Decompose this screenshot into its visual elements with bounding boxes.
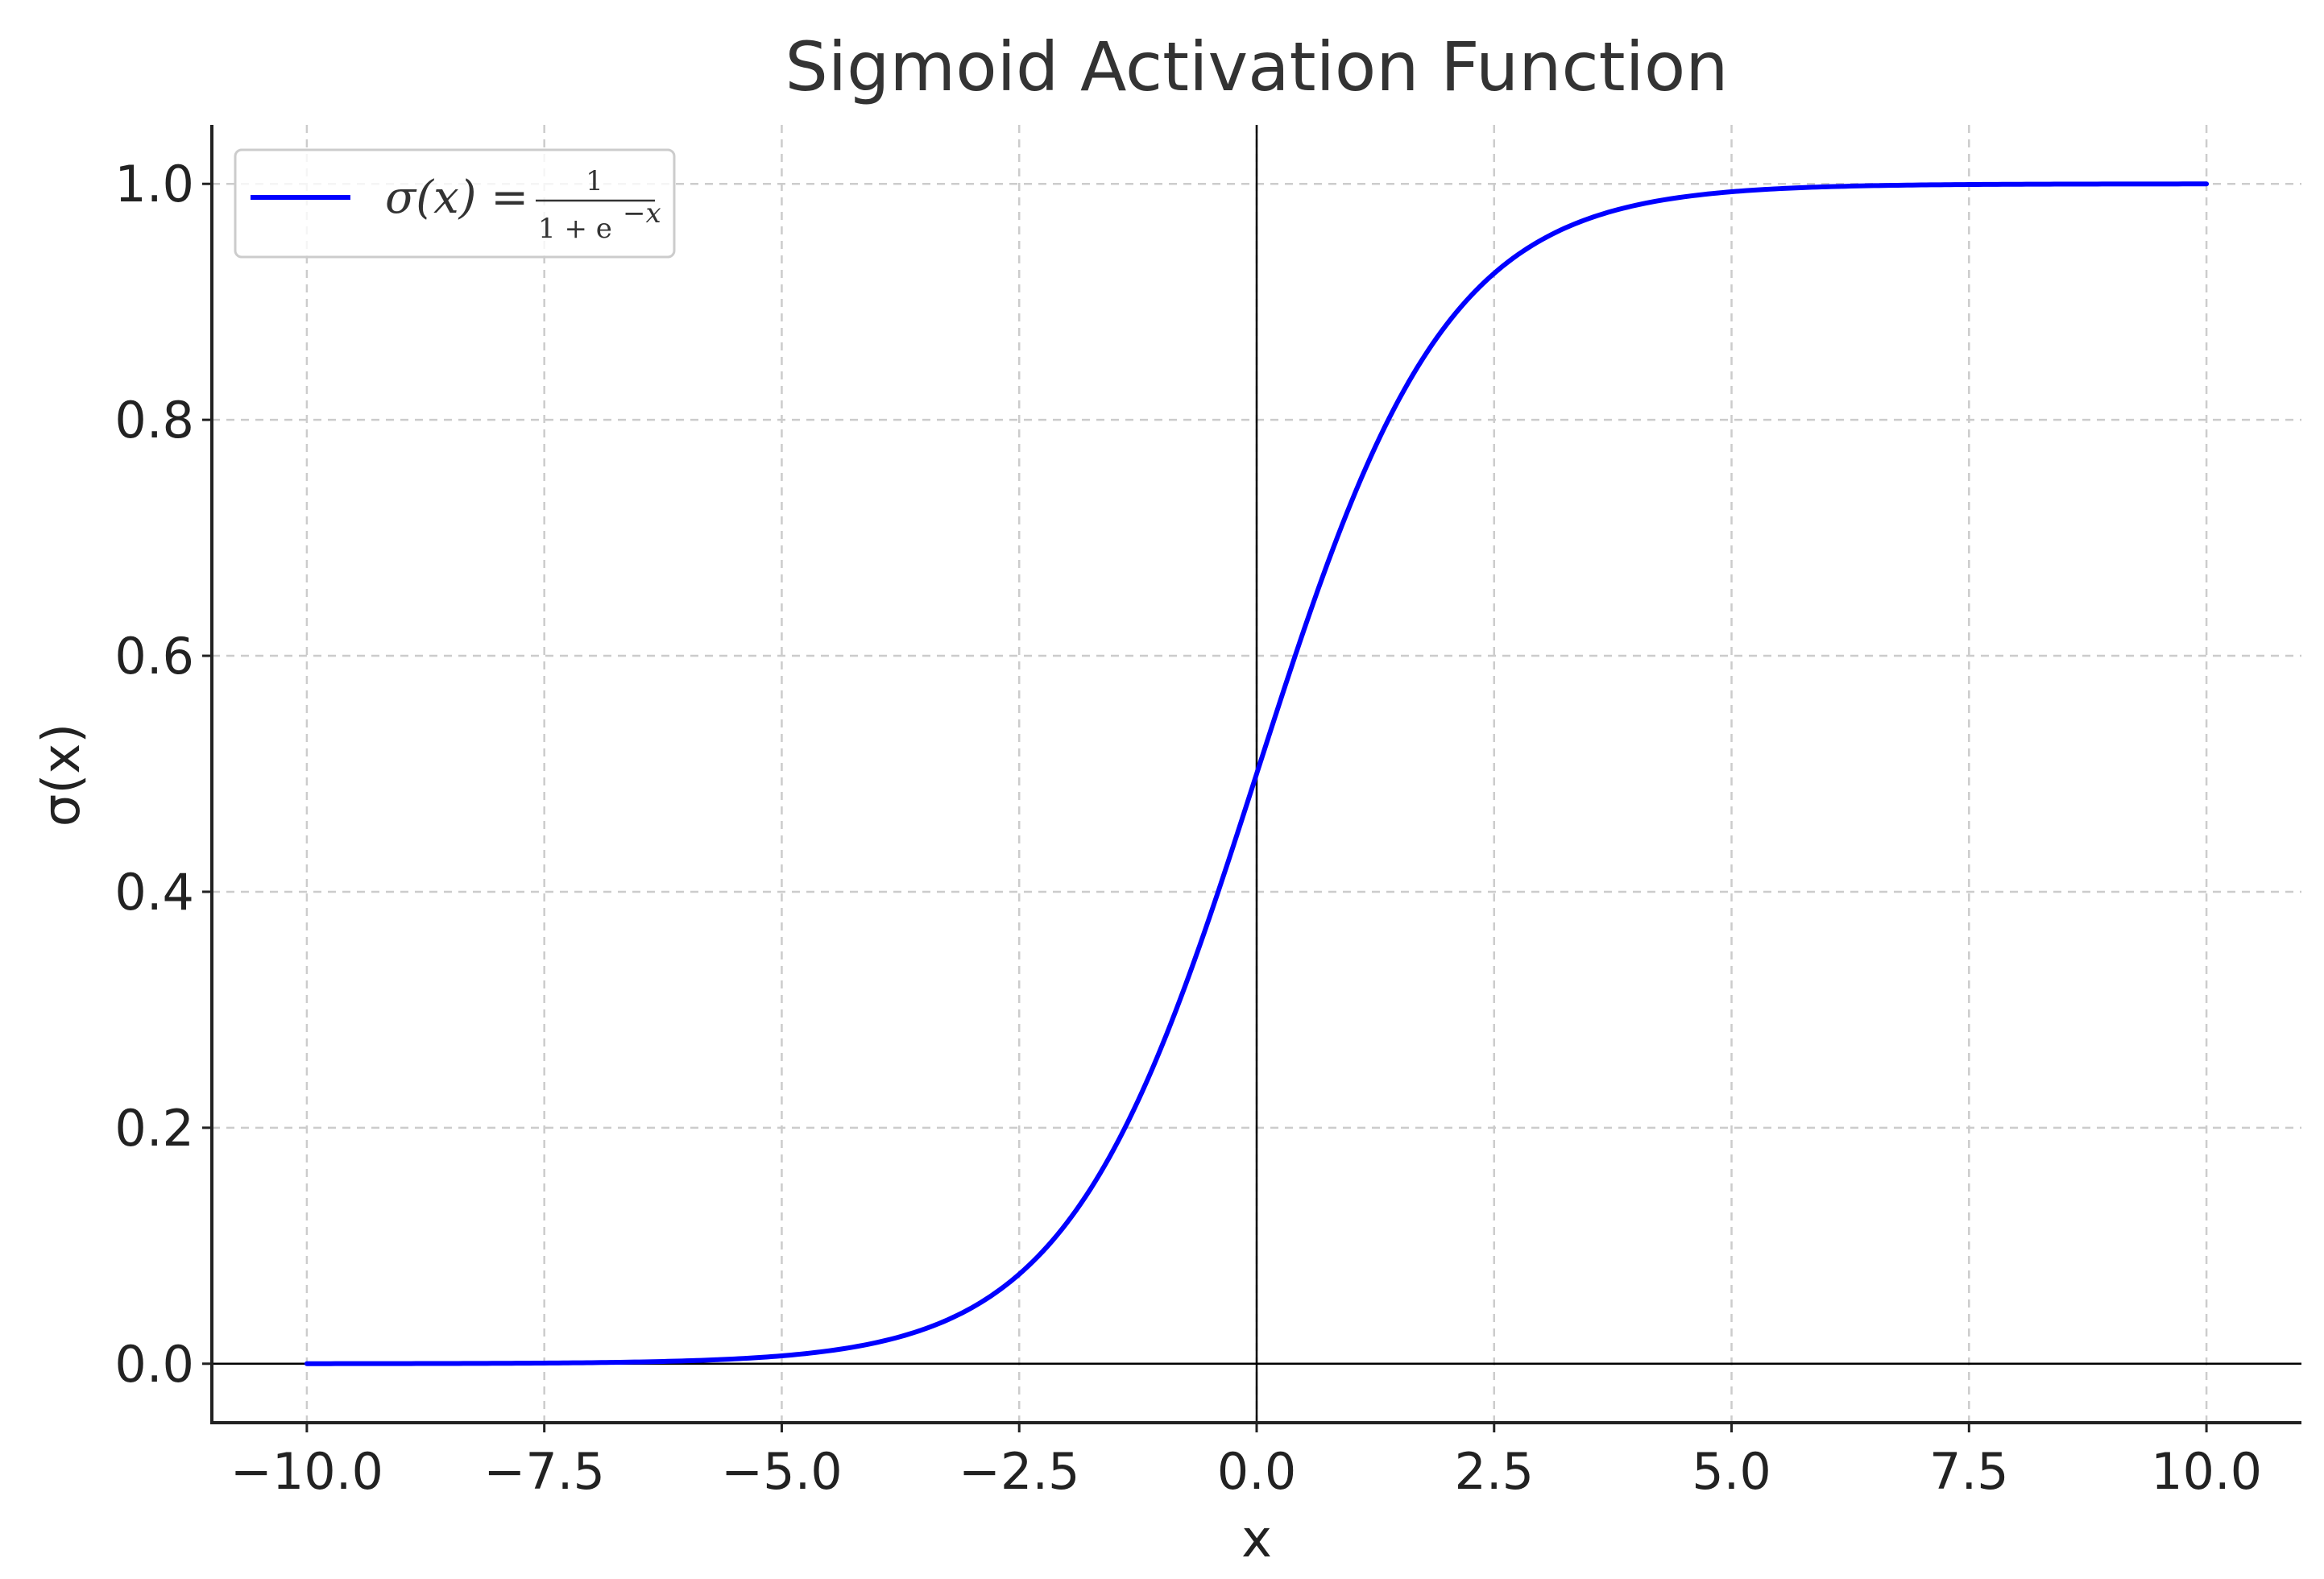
legend: σ(x) = 1 1 + e −x [234,148,676,259]
legend-label-lhs: σ(x) = [385,172,528,224]
y-axis-label: σ(x) [32,723,92,827]
y-tick-label: 0.0 [114,1335,194,1394]
legend-label-denominator: 1 + e [538,213,612,245]
chart-title: Sigmoid Activation Function [785,27,1728,106]
x-tick-label: −10.0 [230,1442,383,1501]
x-tick-label: −7.5 [483,1442,605,1501]
y-tick-label: 0.4 [114,863,194,922]
x-tick-label: 10.0 [2151,1442,2262,1501]
y-tick-label: 0.2 [114,1099,194,1158]
x-tick-label: 7.5 [1929,1442,2009,1501]
y-axis-ticks: 0.0 0.2 0.4 0.6 0.8 1.0 [114,155,212,1394]
x-tick-label: −5.0 [721,1442,843,1501]
x-axis-ticks: −10.0 −7.5 −5.0 −2.5 0.0 2.5 5.0 7.5 10.0 [230,1423,2262,1501]
x-axis-label: x [1241,1510,1272,1569]
legend-label-exponent: −x [623,197,661,230]
x-tick-label: −2.5 [959,1442,1080,1501]
y-tick-label: 1.0 [114,155,194,213]
x-tick-label: 2.5 [1454,1442,1534,1501]
x-tick-label: 0.0 [1217,1442,1297,1501]
sigmoid-curve-line [304,181,2210,1366]
x-tick-label: 5.0 [1692,1442,1771,1501]
legend-label-numerator: 1 [586,165,603,197]
legend-box [234,148,676,259]
y-tick-label: 0.8 [114,391,194,450]
y-tick-label: 0.6 [114,627,194,686]
